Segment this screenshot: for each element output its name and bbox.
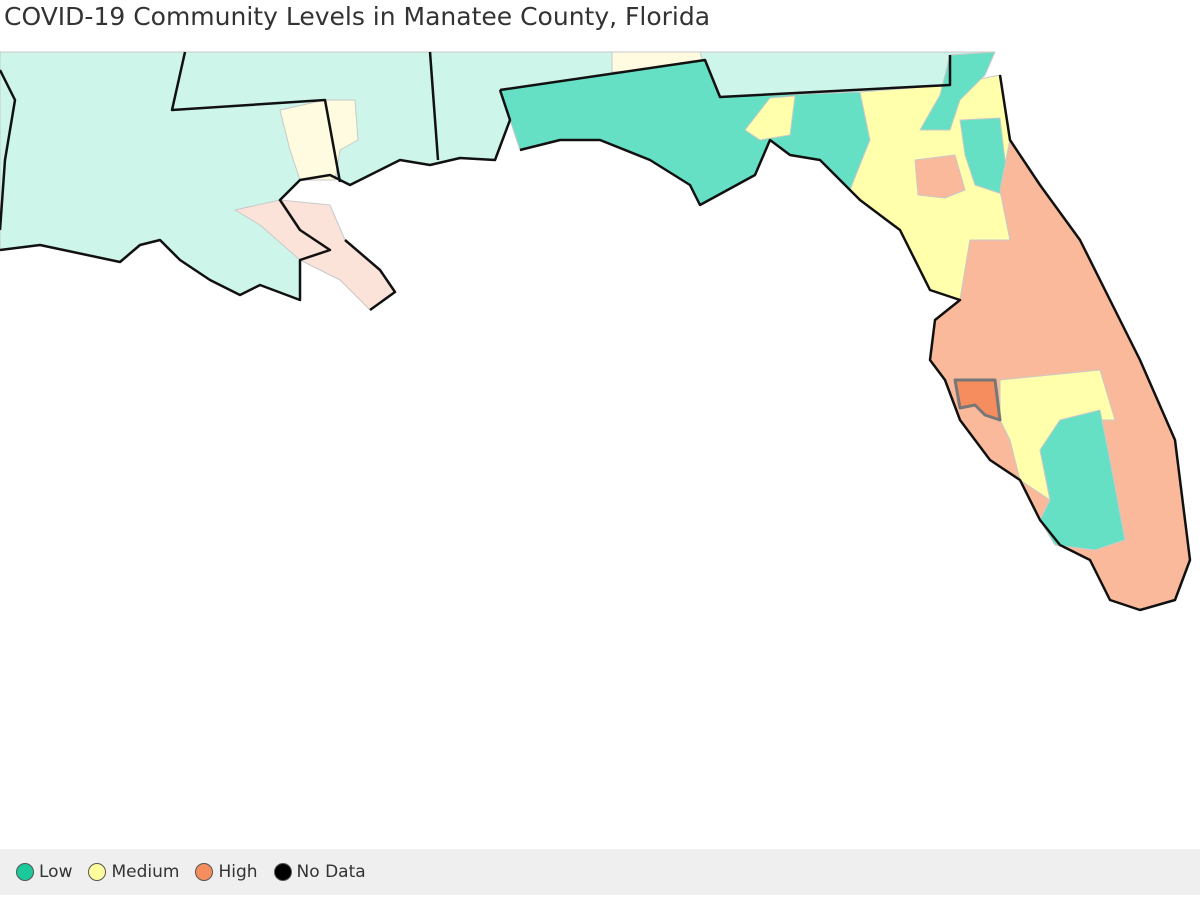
florida-coast [519, 74, 1192, 612]
legend-swatch [195, 863, 214, 881]
legend-label: Low [39, 862, 73, 882]
map [0, 51, 1192, 612]
legend-item[interactable]: Medium [88, 862, 179, 882]
legend-swatch [16, 863, 34, 881]
legend-item[interactable]: Low [16, 862, 72, 882]
legend-swatch [273, 863, 292, 881]
state-line-west-edge [0, 69, 17, 231]
interior-low [1039, 409, 1126, 551]
north-medium-west [744, 95, 796, 141]
legend-swatch [88, 863, 107, 881]
legend-label: High [218, 862, 258, 882]
delta-coast [344, 239, 397, 312]
northeast-low [919, 51, 996, 131]
boundaries [0, 51, 1192, 612]
legend-label: No Data [296, 862, 366, 882]
legend-item[interactable]: No Data [273, 862, 366, 882]
legend: Low Medium High No Data [0, 849, 1200, 895]
manatee-county [953, 378, 1002, 422]
neighbor-medium [279, 99, 359, 181]
map-title: COVID-19 Community Levels in Manatee Cou… [4, 2, 711, 31]
legend-label: Medium [111, 862, 180, 882]
state-line-west [428, 51, 440, 161]
north-high [914, 154, 966, 199]
state-line-ms [170, 51, 342, 183]
legend-item[interactable]: High [195, 862, 258, 882]
regions [0, 51, 1191, 611]
state-line [499, 55, 952, 99]
coastline [0, 89, 512, 302]
